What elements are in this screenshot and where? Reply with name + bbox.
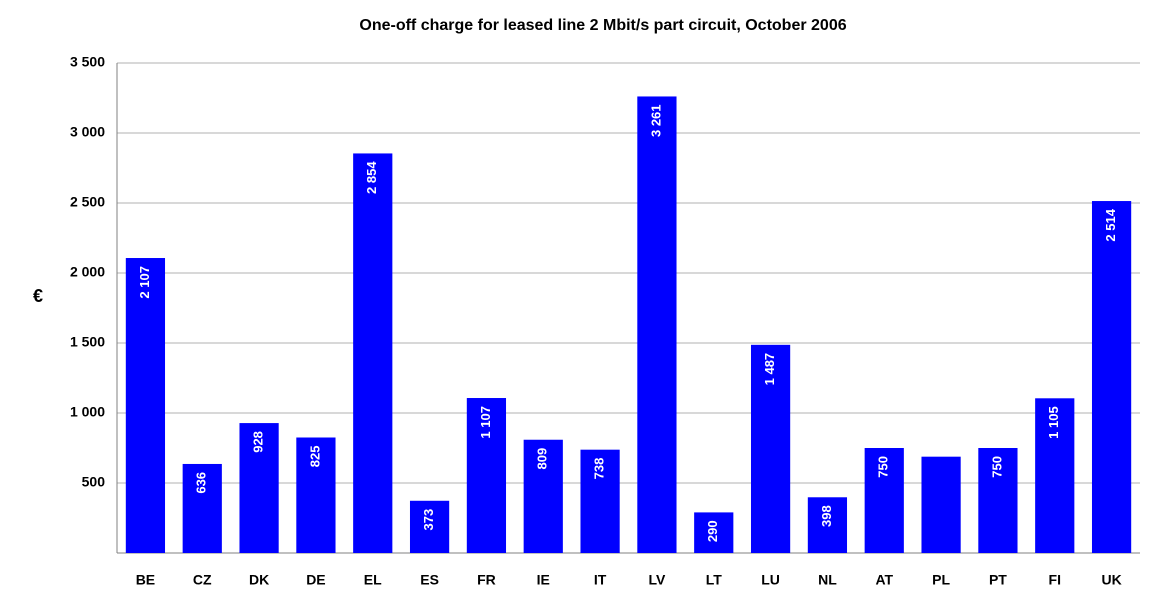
bar <box>1091 201 1132 554</box>
y-tick-label: 2 000 <box>70 264 105 280</box>
x-tick-label: IT <box>594 572 607 588</box>
value-label: 1 487 <box>762 353 777 386</box>
y-axis-label: € <box>33 286 43 306</box>
x-tick-label: LT <box>706 572 723 588</box>
value-label: 1 107 <box>478 406 493 439</box>
x-tick-label: IE <box>537 572 550 588</box>
value-label: 3 261 <box>648 104 663 137</box>
value-label: 636 <box>194 472 209 494</box>
y-tick-label: 1 500 <box>70 334 105 350</box>
value-label: 750 <box>989 456 1004 478</box>
x-tick-label: PT <box>989 572 1007 588</box>
bar <box>523 439 563 553</box>
bar <box>864 448 904 553</box>
bar <box>978 448 1018 553</box>
x-tick-label: CZ <box>193 572 212 588</box>
value-label: 825 <box>307 446 322 468</box>
x-tick-label: LU <box>761 572 780 588</box>
x-tick-label: EL <box>364 572 382 588</box>
value-label: 1 105 <box>1046 406 1061 439</box>
bar <box>580 449 620 553</box>
y-tick-label: 3 500 <box>70 54 105 70</box>
bar <box>1035 398 1075 553</box>
value-label: 290 <box>705 520 720 542</box>
chart-title: One-off charge for leased line 2 Mbit/s … <box>359 17 846 34</box>
bar <box>807 497 848 553</box>
x-tick-label: ES <box>420 572 439 588</box>
bar <box>353 153 393 553</box>
bar <box>637 96 677 554</box>
value-label: 928 <box>251 431 266 453</box>
x-tick-label: LV <box>648 572 666 588</box>
bar <box>921 456 961 553</box>
bar <box>750 344 791 553</box>
x-tick-label: DE <box>306 572 325 588</box>
bar <box>182 463 222 553</box>
y-tick-label: 3 000 <box>70 124 105 140</box>
value-label: 373 <box>421 509 436 531</box>
x-tick-label: BE <box>136 572 155 588</box>
y-tick-label: 2 500 <box>70 194 105 210</box>
x-tick-label: AT <box>875 572 893 588</box>
x-tick-label: NL <box>818 572 837 588</box>
value-label: 2 854 <box>364 161 379 194</box>
bar <box>466 398 507 553</box>
y-tick-label: 1 000 <box>70 404 105 420</box>
bar <box>694 512 734 553</box>
value-label: 750 <box>876 456 891 478</box>
value-label: 809 <box>535 448 550 470</box>
value-label: 398 <box>819 505 834 527</box>
value-label: 738 <box>592 458 607 480</box>
x-tick-label: FI <box>1049 572 1061 588</box>
x-tick-label: UK <box>1101 572 1121 588</box>
value-label: 2 514 <box>1103 208 1118 241</box>
x-tick-label: PL <box>932 572 950 588</box>
x-tick-label: DK <box>249 572 269 588</box>
bar <box>409 500 450 553</box>
value-label: 2 107 <box>137 266 152 299</box>
bar <box>125 258 166 553</box>
x-tick-label: FR <box>477 572 496 588</box>
bar <box>296 437 336 553</box>
bar <box>239 423 279 553</box>
y-tick-label: 500 <box>82 474 106 490</box>
